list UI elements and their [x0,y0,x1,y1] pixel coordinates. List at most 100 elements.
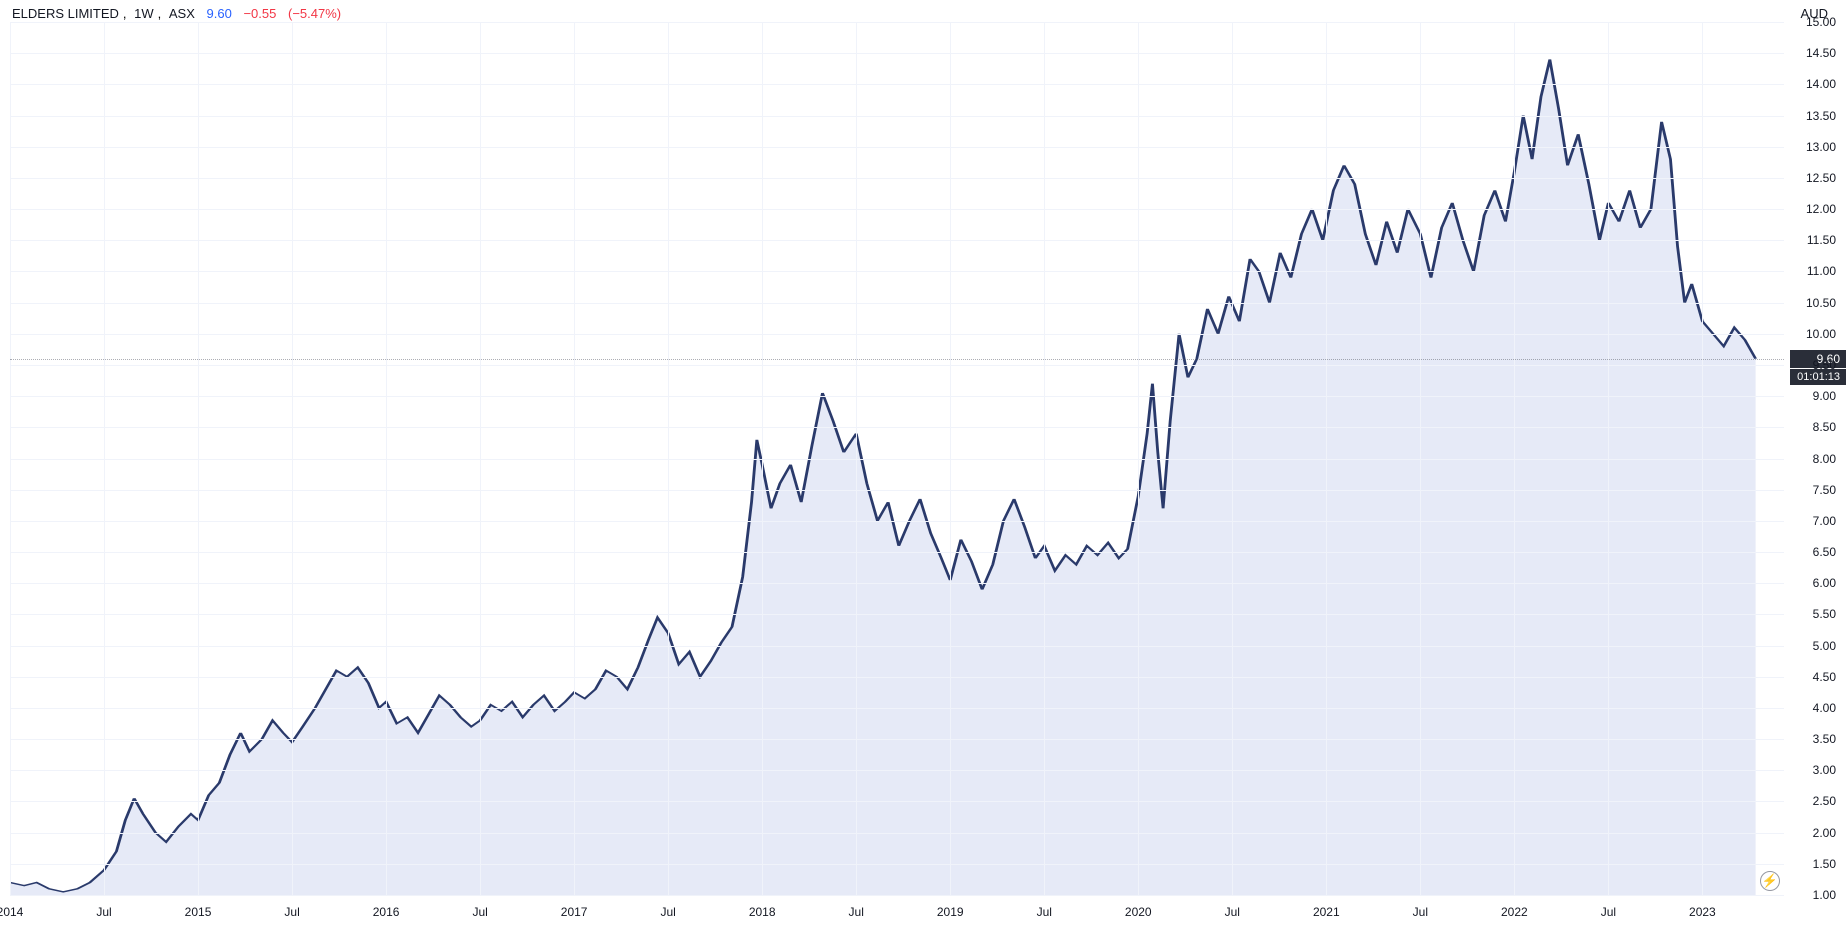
y-axis[interactable]: 9.60 01:01:13 1.001.502.002.503.003.504.… [1784,22,1846,895]
gridline-horizontal [10,677,1784,678]
x-tick: Jul [96,905,111,919]
x-tick: Jul [1037,905,1052,919]
plot-area[interactable] [10,22,1784,895]
y-tick: 5.00 [1786,639,1836,653]
y-tick: 4.00 [1786,701,1836,715]
gridline-vertical [386,22,387,895]
gridline-vertical [10,22,11,895]
y-tick: 9.00 [1786,389,1836,403]
gridline-vertical [1420,22,1421,895]
y-tick: 9.50 [1786,358,1836,372]
y-tick: 8.50 [1786,420,1836,434]
x-tick: Jul [284,905,299,919]
gridline-horizontal [10,739,1784,740]
gridline-horizontal [10,22,1784,23]
y-tick: 3.00 [1786,763,1836,777]
y-tick: 7.00 [1786,514,1836,528]
gridline-horizontal [10,583,1784,584]
y-tick: 14.00 [1786,77,1836,91]
gridline-horizontal [10,178,1784,179]
gridline-horizontal [10,303,1784,304]
x-tick: 2015 [185,905,212,919]
x-tick: 2021 [1313,905,1340,919]
x-tick: 2014 [0,905,23,919]
gridline-horizontal [10,53,1784,54]
gridline-horizontal [10,552,1784,553]
gridline-horizontal [10,271,1784,272]
gridline-horizontal [10,833,1784,834]
gridline-vertical [1138,22,1139,895]
y-tick: 11.50 [1786,233,1836,247]
y-tick: 1.00 [1786,888,1836,902]
gridline-vertical [480,22,481,895]
gridline-horizontal [10,209,1784,210]
gridline-horizontal [10,365,1784,366]
y-tick: 1.50 [1786,857,1836,871]
y-tick: 7.50 [1786,483,1836,497]
x-tick: 2022 [1501,905,1528,919]
y-tick: 13.50 [1786,109,1836,123]
y-tick: 12.00 [1786,202,1836,216]
gridline-vertical [574,22,575,895]
x-tick: 2018 [749,905,776,919]
gridline-vertical [1044,22,1045,895]
countdown-value: 01:01:13 [1797,371,1840,383]
y-tick: 11.00 [1786,264,1836,278]
gridline-horizontal [10,334,1784,335]
symbol-title[interactable]: ELDERS LIMITED [12,6,119,21]
y-tick: 8.00 [1786,452,1836,466]
gridline-horizontal [10,864,1784,865]
price-change-pct: (−5.47%) [288,6,341,21]
gridline-horizontal [10,116,1784,117]
y-tick: 13.00 [1786,140,1836,154]
gridline-vertical [1608,22,1609,895]
chart-container: ELDERS LIMITED , 1W , ASX 9.60 −0.55 (−5… [0,0,1846,933]
current-price-line [10,359,1784,360]
gridline-vertical [856,22,857,895]
x-tick: 2023 [1689,905,1716,919]
y-tick: 6.50 [1786,545,1836,559]
gridline-horizontal [10,770,1784,771]
y-tick: 4.50 [1786,670,1836,684]
y-tick: 3.50 [1786,732,1836,746]
gridline-horizontal [10,646,1784,647]
x-tick: Jul [1225,905,1240,919]
y-tick: 2.00 [1786,826,1836,840]
gridline-horizontal [10,84,1784,85]
x-axis[interactable]: 2014Jul2015Jul2016Jul2017Jul2018Jul2019J… [10,895,1784,933]
last-price: 9.60 [207,6,232,21]
x-tick: Jul [849,905,864,919]
gridline-horizontal [10,147,1784,148]
gridline-vertical [1514,22,1515,895]
y-tick: 5.50 [1786,607,1836,621]
gridline-vertical [292,22,293,895]
gridline-vertical [1702,22,1703,895]
gridline-vertical [668,22,669,895]
gridline-horizontal [10,614,1784,615]
y-tick: 10.00 [1786,327,1836,341]
gridline-vertical [1232,22,1233,895]
x-tick: Jul [1601,905,1616,919]
gridline-horizontal [10,708,1784,709]
y-tick: 2.50 [1786,794,1836,808]
gridline-vertical [198,22,199,895]
x-tick: Jul [660,905,675,919]
gridline-horizontal [10,490,1784,491]
y-tick: 12.50 [1786,171,1836,185]
gridline-vertical [1326,22,1327,895]
y-tick: 10.50 [1786,296,1836,310]
y-tick: 14.50 [1786,46,1836,60]
gridline-horizontal [10,521,1784,522]
x-tick: 2019 [937,905,964,919]
interval-label[interactable]: 1W [134,6,154,21]
exchange-label[interactable]: ASX [169,6,195,21]
flash-icon[interactable]: ⚡ [1760,871,1780,891]
x-tick: 2020 [1125,905,1152,919]
gridline-vertical [950,22,951,895]
x-tick: 2017 [561,905,588,919]
gridline-vertical [104,22,105,895]
y-tick: 6.00 [1786,576,1836,590]
x-tick: 2016 [373,905,400,919]
gridline-horizontal [10,459,1784,460]
y-tick: 15.00 [1786,15,1836,29]
